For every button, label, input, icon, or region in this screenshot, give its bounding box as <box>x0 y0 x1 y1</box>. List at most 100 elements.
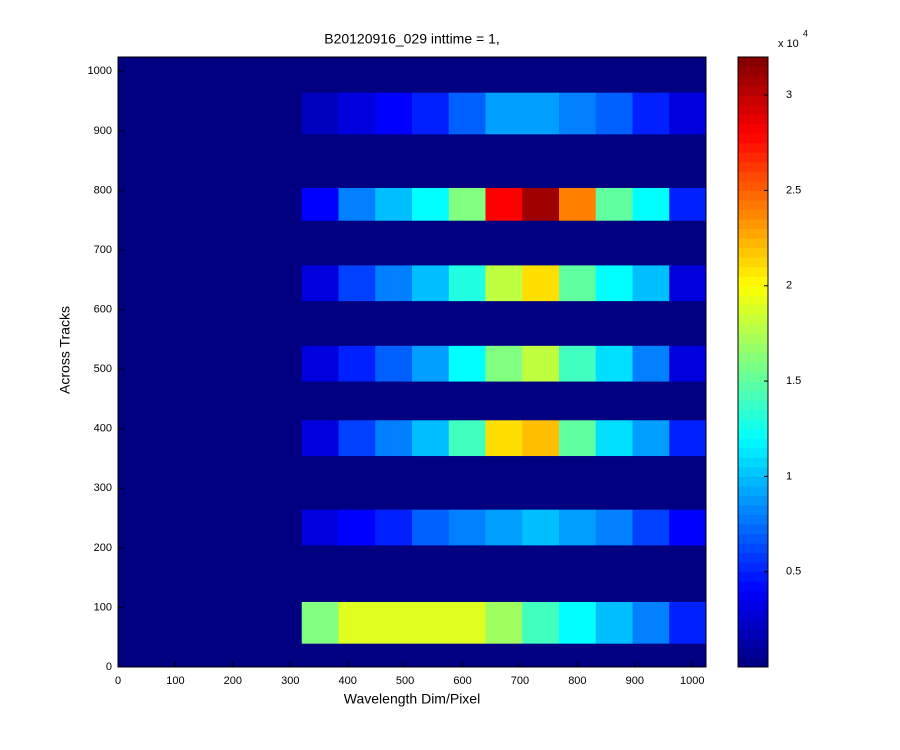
heat-cell <box>669 220 707 266</box>
heat-cell <box>632 345 670 382</box>
heat-cell <box>522 509 560 546</box>
heat-cell <box>338 345 376 382</box>
heat-cell <box>265 643 303 668</box>
plot-frame <box>117 56 707 668</box>
y-tick-label: 300 <box>94 482 112 494</box>
heat-cell <box>118 381 156 421</box>
heat-cell <box>265 133 303 188</box>
heat-cell <box>632 220 670 266</box>
heat-cell <box>448 187 486 221</box>
heat-cell <box>485 643 523 668</box>
heat-cell <box>632 57 670 93</box>
heat-cell <box>448 57 486 93</box>
heat-cell <box>265 419 303 457</box>
colorbar-segment <box>738 628 768 639</box>
heat-cell <box>485 92 523 135</box>
colorbar-segment <box>738 371 768 382</box>
colorbar-segment <box>738 171 768 182</box>
heat-cell <box>595 419 633 457</box>
heat-cell <box>559 419 597 457</box>
heat-cell <box>154 92 192 135</box>
y-axis-label: Across Tracks <box>57 306 73 394</box>
heat-cell <box>522 220 560 266</box>
heat-cell <box>228 57 266 93</box>
colorbar-segment <box>738 543 768 554</box>
heat-cell <box>632 92 670 135</box>
heat-cell <box>485 300 523 346</box>
heat-cell <box>375 57 413 93</box>
heat-cell <box>191 264 229 302</box>
heat-cell <box>191 509 229 546</box>
heat-cell <box>301 300 339 346</box>
heat-cell <box>191 601 229 644</box>
colorbar-segment <box>738 323 768 334</box>
heat-cell <box>118 220 156 266</box>
colorbar-segment <box>738 504 768 515</box>
heat-cell <box>228 264 266 302</box>
colorbar-tick-label: 2.5 <box>786 184 801 196</box>
heat-cell <box>191 419 229 457</box>
colorbar-exponent: 4 <box>803 28 808 38</box>
heat-cell <box>375 455 413 510</box>
colorbar-segment <box>738 190 768 201</box>
heat-cell <box>485 264 523 302</box>
heat-cell <box>412 544 450 602</box>
colorbar-segment <box>738 438 768 449</box>
heat-cell <box>632 643 670 668</box>
heat-cell <box>559 57 597 93</box>
heat-cell <box>301 544 339 602</box>
heat-cell <box>669 300 707 346</box>
y-tick-label: 0 <box>106 661 112 673</box>
heat-cell <box>375 264 413 302</box>
heat-cell <box>265 187 303 221</box>
heat-cell <box>669 345 707 382</box>
heat-cell <box>338 264 376 302</box>
heat-cell <box>118 300 156 346</box>
heat-cell <box>669 455 707 510</box>
colorbar-segment <box>738 533 768 544</box>
colorbar-segment <box>738 257 768 268</box>
heat-cell <box>301 57 339 93</box>
colorbar-segment <box>738 457 768 468</box>
heat-cell <box>338 455 376 510</box>
x-tick-label: 0 <box>115 675 121 687</box>
heat-cell <box>228 133 266 188</box>
heat-cell <box>485 544 523 602</box>
heat-cell <box>191 455 229 510</box>
colorbar-segment <box>738 95 768 106</box>
heat-cell <box>412 187 450 221</box>
heat-cell <box>522 300 560 346</box>
heat-cell <box>669 601 707 644</box>
colorbar-segment <box>738 180 768 191</box>
heat-cell <box>265 220 303 266</box>
heat-cell <box>191 345 229 382</box>
heat-cell <box>485 220 523 266</box>
heat-cell <box>669 133 707 188</box>
colorbar-segment <box>738 219 768 230</box>
heat-cell <box>669 264 707 302</box>
heat-cell <box>448 381 486 421</box>
heat-cell <box>338 643 376 668</box>
heat-cell <box>118 509 156 546</box>
heat-cell <box>522 187 560 221</box>
colorbar-segment <box>738 57 768 68</box>
heat-cell <box>595 133 633 188</box>
x-tick-label: 500 <box>396 675 414 687</box>
heat-cell <box>412 509 450 546</box>
heat-cell <box>632 381 670 421</box>
heat-cell <box>265 601 303 644</box>
colorbar-segment <box>738 609 768 620</box>
y-tick-label: 800 <box>94 184 112 196</box>
heat-cell <box>375 509 413 546</box>
colorbar-segment <box>738 524 768 535</box>
heat-cell <box>301 220 339 266</box>
colorbar-segment <box>738 228 768 239</box>
heat-cell <box>412 92 450 135</box>
heat-cell <box>595 220 633 266</box>
heat-cell <box>338 601 376 644</box>
heat-cell <box>669 419 707 457</box>
heat-cell <box>412 300 450 346</box>
heat-cell <box>448 419 486 457</box>
heat-cell <box>522 419 560 457</box>
heat-cell <box>375 544 413 602</box>
